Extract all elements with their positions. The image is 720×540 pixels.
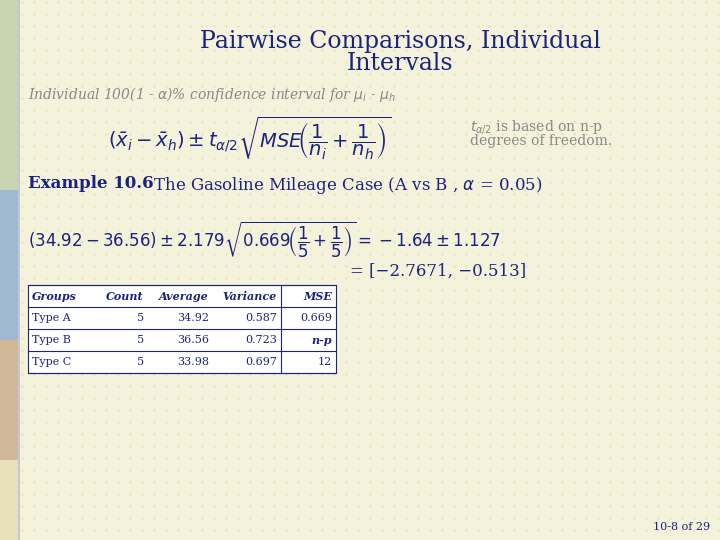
Text: 5: 5 (137, 313, 144, 323)
Text: Count: Count (107, 291, 144, 301)
Text: 5: 5 (137, 335, 144, 345)
Text: degrees of freedom.: degrees of freedom. (470, 134, 612, 148)
Bar (0, 0, 18, 540)
Text: 5: 5 (137, 357, 144, 367)
Text: The Gasoline Mileage Case (A vs B , $\alpha$ = 0.05): The Gasoline Mileage Case (A vs B , $\al… (148, 175, 542, 196)
Bar (28, 285, 336, 373)
Text: Variance: Variance (222, 291, 277, 301)
Text: n-p: n-p (312, 334, 332, 346)
Text: 0.723: 0.723 (245, 335, 277, 345)
Bar (0, 460, 18, 540)
Bar (0, 340, 18, 460)
Text: 36.56: 36.56 (177, 335, 209, 345)
Text: $(\bar{x}_i - \bar{x}_h) \pm t_{\alpha/2}\sqrt{MSE\!\left(\dfrac{1}{n_i}+\dfrac{: $(\bar{x}_i - \bar{x}_h) \pm t_{\alpha/2… (108, 115, 392, 162)
Text: Individual 100(1 - $\alpha$)% confidence interval for $\mu_i$ - $\mu_h$: Individual 100(1 - $\alpha$)% confidence… (28, 85, 396, 104)
Text: 34.92: 34.92 (177, 313, 209, 323)
Text: Intervals: Intervals (347, 52, 454, 75)
Text: = [−2.7671, −0.513]: = [−2.7671, −0.513] (350, 263, 526, 280)
Text: 0.587: 0.587 (245, 313, 277, 323)
Text: 12: 12 (318, 357, 332, 367)
Text: $t_{\alpha/2}$ is based on n-p: $t_{\alpha/2}$ is based on n-p (470, 118, 603, 136)
Text: Average: Average (159, 291, 209, 301)
Text: Example 10.6: Example 10.6 (28, 175, 153, 192)
Text: 33.98: 33.98 (177, 357, 209, 367)
Text: 10-8 of 29: 10-8 of 29 (653, 522, 710, 532)
Text: 0.669: 0.669 (300, 313, 332, 323)
Bar (0, 190, 18, 340)
Bar (0, 0, 18, 190)
Text: Type B: Type B (32, 335, 71, 345)
Text: Pairwise Comparisons, Individual: Pairwise Comparisons, Individual (199, 30, 600, 53)
Text: 0.697: 0.697 (245, 357, 277, 367)
Text: MSE: MSE (303, 291, 332, 301)
Text: Type A: Type A (32, 313, 71, 323)
Text: Groups: Groups (32, 291, 77, 301)
Text: $(34.92 - 36.56) \pm 2.179\sqrt{0.669\!\left(\dfrac{1}{5}+\dfrac{1}{5}\right)} =: $(34.92 - 36.56) \pm 2.179\sqrt{0.669\!\… (28, 220, 501, 260)
Bar (18, 0, 20, 540)
Text: Type C: Type C (32, 357, 71, 367)
